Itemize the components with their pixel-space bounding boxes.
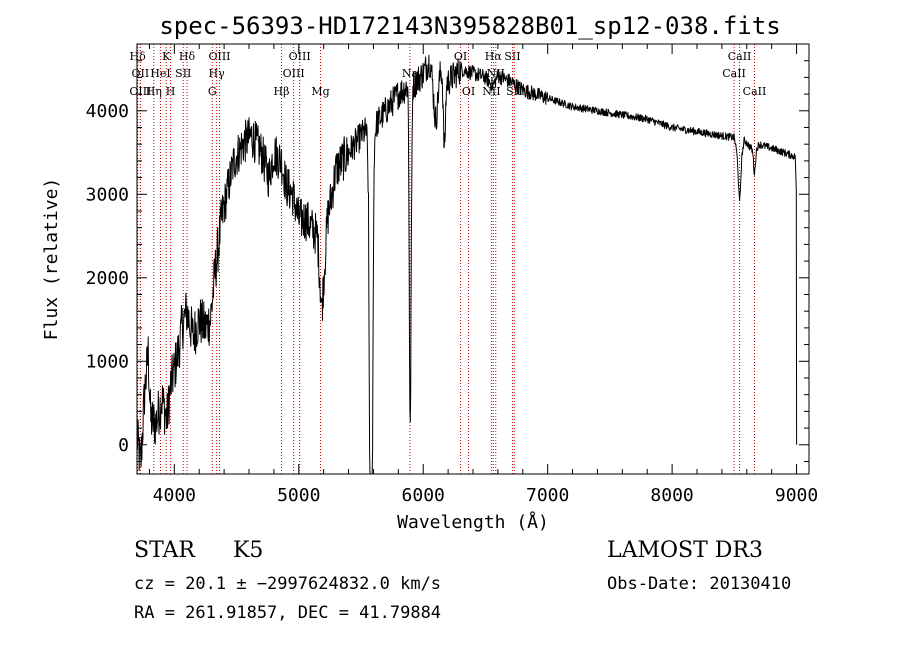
survey-name: LAMOST DR3 xyxy=(607,538,763,563)
star-classification: STAR K5 xyxy=(134,538,263,563)
line-marker-label: OIII xyxy=(129,85,151,98)
x-tick-label: 7000 xyxy=(526,485,569,506)
line-marker-label: Hδ xyxy=(179,50,196,63)
line-marker-label: Hα xyxy=(485,50,503,63)
line-marker-label: OI xyxy=(462,85,475,98)
line-marker-label: K xyxy=(162,50,171,63)
x-tick-label: 8000 xyxy=(650,485,693,506)
chart-title: spec-56393-HD172143N395828B01_sp12-038.f… xyxy=(159,12,780,40)
line-marker-label: NII xyxy=(482,85,500,98)
line-marker-label: CaII xyxy=(743,85,767,98)
line-marker-label: Hβ xyxy=(274,85,290,98)
line-marker-label: CaII xyxy=(728,50,752,63)
line-marker-label: OII xyxy=(132,67,150,80)
line-marker-label: Hη xyxy=(146,85,162,98)
line-marker-label: Mg xyxy=(311,85,329,98)
spectrum-line xyxy=(136,54,798,475)
line-marker-label: H xyxy=(166,85,176,98)
plot-frame xyxy=(136,43,810,475)
x-tick-label: 9000 xyxy=(775,485,818,506)
line-marker-label: OIII xyxy=(283,67,305,80)
line-marker-label: OIII xyxy=(289,50,311,63)
redshift-cz: cz = 20.1 ± −2997624832.0 km/s xyxy=(134,574,442,594)
line-marker-label: Na xyxy=(402,67,419,80)
line-marker-label: CaII xyxy=(722,67,746,80)
x-tick-label: 4000 xyxy=(153,485,196,506)
line-marker-label: G xyxy=(208,85,217,98)
axes: 4000 5000 6000 7000 8000 9000 0 1000 2000 3000 400… xyxy=(86,43,818,506)
y-tick-label: 3000 xyxy=(86,184,129,205)
y-axis-label: Flux (relative) xyxy=(41,178,62,341)
line-marker-label: Hγ xyxy=(209,67,226,80)
observation-date: Obs-Date: 20130410 xyxy=(607,574,792,594)
x-tick-label: 5000 xyxy=(277,485,320,506)
object-type: STAR xyxy=(134,538,195,563)
line-marker-label: HeI xyxy=(150,67,170,80)
y-tick-label: 0 xyxy=(118,435,129,456)
spectral-subclass: K5 xyxy=(233,538,264,563)
y-tick-label: 4000 xyxy=(86,101,129,122)
y-tick-label: 1000 xyxy=(86,351,129,372)
ra-dec-coordinates: RA = 261.91857, DEC = 41.79884 xyxy=(134,603,442,623)
line-marker-label: Hδ xyxy=(130,50,147,63)
line-marker-label: SII xyxy=(504,50,520,63)
spectrum-series xyxy=(136,54,798,475)
line-marker-label: SII xyxy=(175,67,191,80)
line-marker-label: OI xyxy=(454,50,467,63)
x-axis-label: Wavelength (Å) xyxy=(397,511,549,533)
y-tick-label: 2000 xyxy=(86,268,129,289)
x-tick-label: 6000 xyxy=(402,485,445,506)
line-marker-label: OIII xyxy=(208,50,230,63)
